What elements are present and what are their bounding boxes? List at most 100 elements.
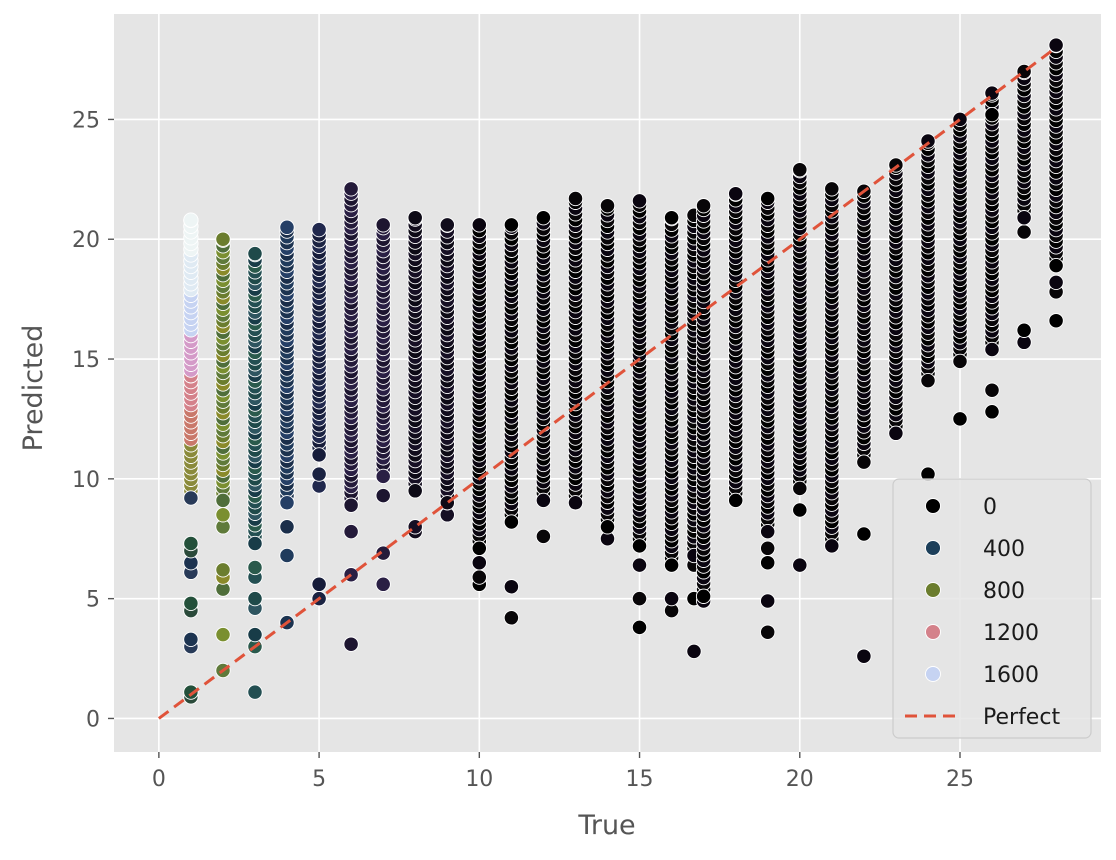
data-point [567,190,584,207]
data-point [279,219,295,235]
data-point [663,590,680,607]
data-point [311,447,327,463]
data-point [375,545,391,561]
data-point [1048,313,1064,329]
x-tick-label: 0 [152,767,166,792]
data-point [599,519,616,535]
data-point [471,555,487,571]
data-point [279,547,295,564]
data-point [760,624,776,640]
legend-marker [925,666,941,682]
data-point [247,684,263,700]
data-point [311,221,327,238]
data-point [183,631,199,648]
y-tick-label: 10 [72,468,100,493]
data-point [215,562,231,578]
data-point [856,454,872,470]
legend-box [892,478,1092,739]
ticks: 0 5 10 15 20 25 0 5 10 15 20 25 [72,108,974,792]
data-point [1016,322,1032,338]
data-point [503,610,520,626]
data-point [343,636,359,652]
data-point [407,483,423,499]
data-point [215,231,231,247]
data-point [1048,257,1064,274]
data-point [471,569,487,585]
perfect-line [157,46,1058,720]
data-point [728,186,744,202]
data-point [183,684,199,700]
perfect-line-group [157,46,1058,720]
data-point [760,190,776,207]
data-point [663,210,680,226]
y-tick-label: 20 [72,228,100,253]
x-tick-label: 15 [626,767,654,792]
data-point [439,217,455,233]
legend-label: 800 [983,579,1025,604]
data-point [792,502,808,518]
data-point [952,411,968,427]
legend-marker [925,498,941,514]
y-tick-label: 5 [86,588,100,613]
data-point [183,212,199,228]
legend-marker [925,624,941,640]
data-point [535,210,552,226]
data-point [503,514,520,530]
data-point [631,193,648,209]
data-point [695,588,712,604]
legend-marker [925,582,941,598]
data-point [407,210,423,226]
data-point [695,198,712,214]
data-point [343,181,359,197]
data-point [375,468,391,485]
data-point [1048,37,1064,53]
data-point [856,526,872,542]
data-point [760,555,776,571]
y-tick-label: 25 [72,108,100,133]
data-point [471,540,487,556]
y-tick-label: 15 [72,348,100,373]
data-point [663,557,680,573]
legend-label: 400 [983,537,1025,562]
x-axis-label: True [577,810,635,841]
y-axis-label: Predicted [18,325,49,452]
data-point [535,492,552,509]
y-tick-label: 0 [86,707,100,732]
data-point [567,495,584,511]
data-point [183,535,199,552]
data-point [760,523,776,540]
legend-label: 1600 [983,663,1039,688]
data-point [183,595,199,612]
data-point [311,576,327,592]
data-point [503,217,520,233]
data-point [343,497,359,513]
data-point [503,579,520,595]
data-point [375,217,391,233]
data-point [792,162,808,178]
data-point [247,559,263,576]
data-point [952,353,968,370]
data-point [599,198,616,214]
data-point [984,404,1000,420]
legend-label-perfect: Perfect [983,705,1060,730]
data-point [343,523,359,540]
data-point [311,466,327,482]
data-point [1048,274,1064,291]
data-point [792,480,808,497]
legend-label: 0 [983,495,997,520]
data-point [631,619,648,636]
data-point [215,507,231,523]
x-tick-label: 20 [786,767,814,792]
data-point [375,576,391,592]
data-point [728,492,744,509]
data-point [183,490,199,506]
data-point [686,643,702,660]
data-point [631,557,648,573]
data-point [247,535,263,552]
x-tick-label: 5 [312,767,326,792]
data-point [920,372,936,389]
data-point [1016,210,1032,226]
data-point [247,590,263,607]
